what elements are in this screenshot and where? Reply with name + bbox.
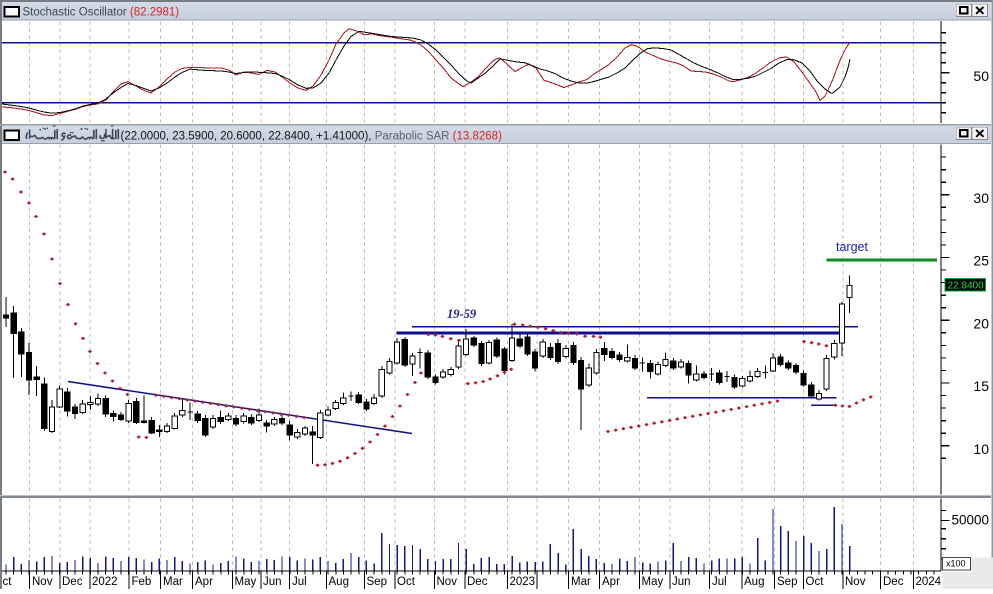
svg-text:20: 20 [973, 315, 989, 331]
svg-text:ct: ct [3, 576, 13, 588]
svg-text:Nov: Nov [32, 576, 53, 588]
svg-text:50000: 50000 [951, 513, 989, 528]
svg-text:target: target [836, 240, 868, 254]
svg-text:Dec: Dec [62, 576, 83, 588]
svg-text:May: May [642, 576, 664, 588]
svg-text:(22.0000, 23.5900, 20.6000, 22: (22.0000, 23.5900, 20.6000, 22.8400, +1.… [121, 130, 503, 142]
svg-text:Dec: Dec [467, 576, 488, 588]
svg-text:Aug: Aug [744, 576, 764, 588]
svg-text:Feb: Feb [132, 576, 152, 588]
svg-text:Nov: Nov [437, 576, 458, 588]
svg-text:Apr: Apr [602, 576, 620, 588]
svg-text:2023: 2023 [510, 576, 536, 588]
svg-text:2022: 2022 [92, 576, 118, 588]
svg-text:2024: 2024 [916, 576, 942, 588]
svg-text:Mar: Mar [571, 576, 591, 588]
svg-text:Apr: Apr [195, 576, 213, 588]
svg-text:x100: x100 [946, 559, 966, 569]
svg-text:50: 50 [973, 68, 989, 84]
svg-text:19-59: 19-59 [447, 307, 477, 321]
svg-text:Sep: Sep [367, 576, 387, 588]
svg-text:Nov: Nov [845, 576, 866, 588]
svg-text:Jun: Jun [263, 576, 282, 588]
svg-text:25: 25 [973, 253, 989, 269]
svg-text:Oct: Oct [806, 576, 825, 588]
svg-text:15: 15 [973, 378, 989, 394]
svg-text:22.8400: 22.8400 [948, 281, 985, 292]
svg-text:10: 10 [973, 441, 989, 457]
svg-text:30: 30 [973, 190, 989, 206]
svg-text:Jul: Jul [292, 576, 307, 588]
svg-text:Oct: Oct [397, 576, 416, 588]
svg-text:Mar: Mar [163, 576, 183, 588]
svg-text:Jul: Jul [712, 576, 727, 588]
svg-text:Sep: Sep [777, 576, 797, 588]
svg-text:Stochastic Oscillator (82.2981: Stochastic Oscillator (82.2981) [23, 6, 180, 18]
svg-text:Jun: Jun [672, 576, 691, 588]
svg-text:May: May [235, 576, 257, 588]
svg-text:Dec: Dec [883, 576, 904, 588]
svg-text:Aug: Aug [329, 576, 349, 588]
